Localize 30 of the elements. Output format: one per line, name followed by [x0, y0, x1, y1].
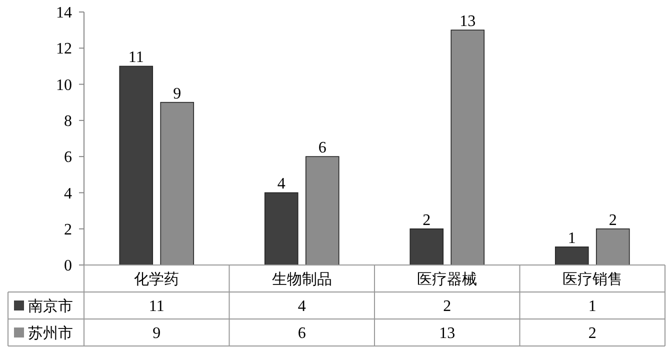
text: 6 [298, 325, 306, 342]
data-label: 13 [460, 13, 476, 30]
text: 13 [439, 325, 456, 342]
data-label: 2 [422, 212, 431, 229]
text: 2 [443, 298, 452, 316]
y-tick-label: 4 [64, 185, 72, 202]
y-tick-label: 10 [56, 76, 72, 94]
text: 4 [298, 298, 306, 316]
data-label: 9 [173, 85, 182, 102]
data-label: 6 [318, 140, 326, 157]
x-tick-label: 医疗销售 [562, 270, 622, 288]
data-label: 11 [128, 49, 144, 66]
y-tick-label: 12 [56, 40, 72, 58]
data-label: 1 [568, 230, 576, 247]
data-label: 2 [608, 212, 617, 229]
data-label: 4 [277, 176, 286, 193]
x-tick-label: 医疗器械 [417, 270, 478, 288]
x-tick-label: 化学药 [134, 270, 180, 288]
y-tick-label: 14 [56, 4, 72, 22]
text: 9 [152, 325, 161, 342]
legend-label: 苏州市 [28, 324, 73, 342]
y-tick-label: 6 [64, 149, 72, 166]
y-tick-label: 2 [64, 221, 72, 238]
legend-label: 南京市 [28, 296, 73, 315]
text: 1 [588, 298, 596, 316]
x-tick-label: 生物制品 [272, 270, 332, 288]
text: 11 [148, 298, 164, 316]
text: 2 [588, 325, 596, 342]
y-tick-label: 0 [64, 258, 72, 275]
y-tick-label: 8 [64, 113, 72, 130]
